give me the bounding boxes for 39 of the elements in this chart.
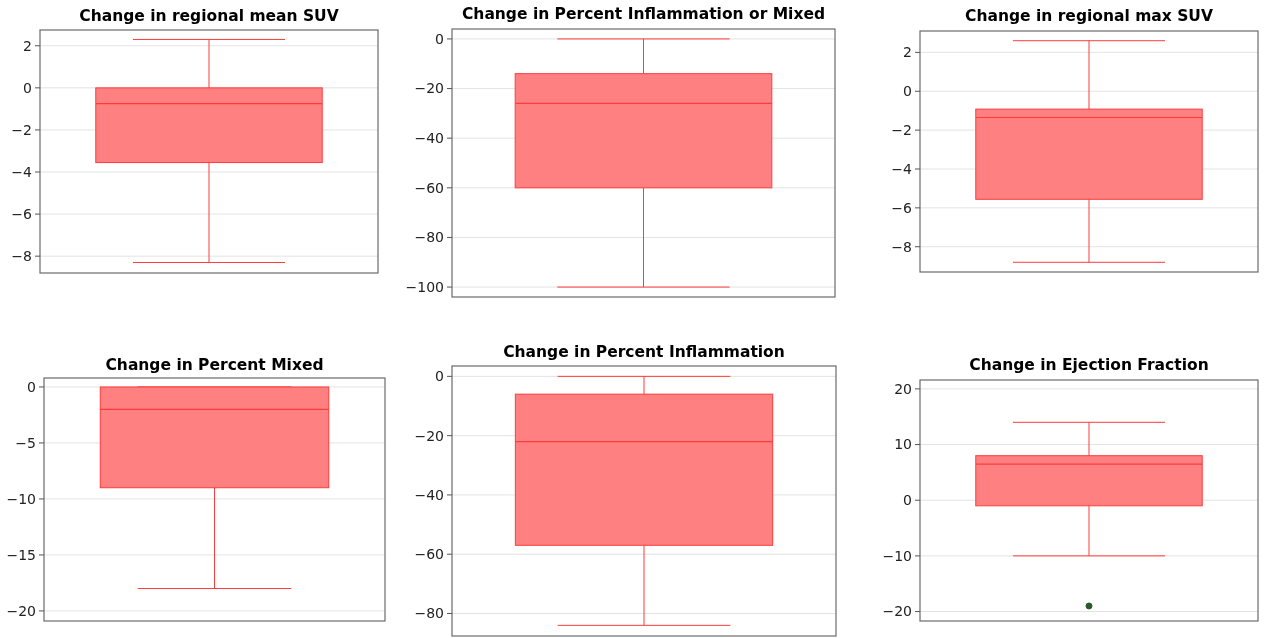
- y-tick-label: −2: [891, 122, 912, 139]
- y-tick-label: −8: [11, 248, 32, 265]
- y-tick-label: 2: [23, 37, 32, 54]
- y-tick-label: 2: [903, 44, 912, 61]
- y-tick-label: −60: [414, 179, 444, 196]
- y-tick-label: −8: [891, 238, 912, 255]
- y-tick-label: −6: [891, 199, 913, 216]
- chart-title: Change in Ejection Fraction: [969, 356, 1209, 374]
- y-tick-label: −5: [15, 434, 36, 451]
- y-tick-label: −80: [414, 605, 444, 622]
- y-tick-label: −20: [414, 427, 444, 444]
- y-tick-label: −60: [414, 546, 444, 563]
- y-tick-label: −40: [414, 130, 444, 147]
- y-tick-label: −100: [405, 278, 444, 295]
- chart-title: Change in regional mean SUV: [79, 7, 339, 25]
- y-tick-label: 20: [894, 380, 912, 397]
- y-tick-label: −4: [891, 160, 913, 177]
- y-tick-label: 0: [27, 378, 36, 395]
- chart-title: Change in regional max SUV: [965, 7, 1213, 25]
- y-tick-label: −10: [6, 490, 36, 507]
- y-tick-label: 0: [435, 30, 444, 47]
- y-tick-label: 0: [903, 83, 912, 100]
- y-tick-label: −6: [11, 205, 33, 222]
- y-tick-label: −4: [11, 163, 33, 180]
- y-tick-label: 0: [903, 492, 912, 509]
- y-tick-label: 0: [23, 79, 32, 96]
- y-tick-label: −10: [882, 547, 912, 564]
- y-tick-label: −15: [6, 546, 36, 563]
- y-tick-label: 0: [435, 368, 444, 385]
- y-tick-label: −20: [882, 603, 912, 620]
- y-tick-label: −80: [414, 229, 444, 246]
- y-tick-label: −2: [11, 121, 32, 138]
- y-tick-label: −20: [6, 602, 36, 619]
- chart-title: Change in Percent Inflammation: [503, 343, 785, 361]
- chart-title: Change in Percent Inflammation or Mixed: [461, 5, 826, 23]
- y-tick-label: −20: [414, 80, 444, 97]
- y-tick-label: 10: [894, 436, 912, 453]
- y-tick-label: −40: [414, 486, 444, 503]
- chart-title: Change in Percent Mixed: [105, 356, 324, 374]
